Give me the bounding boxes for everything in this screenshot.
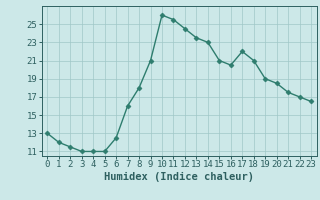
X-axis label: Humidex (Indice chaleur): Humidex (Indice chaleur) — [104, 172, 254, 182]
